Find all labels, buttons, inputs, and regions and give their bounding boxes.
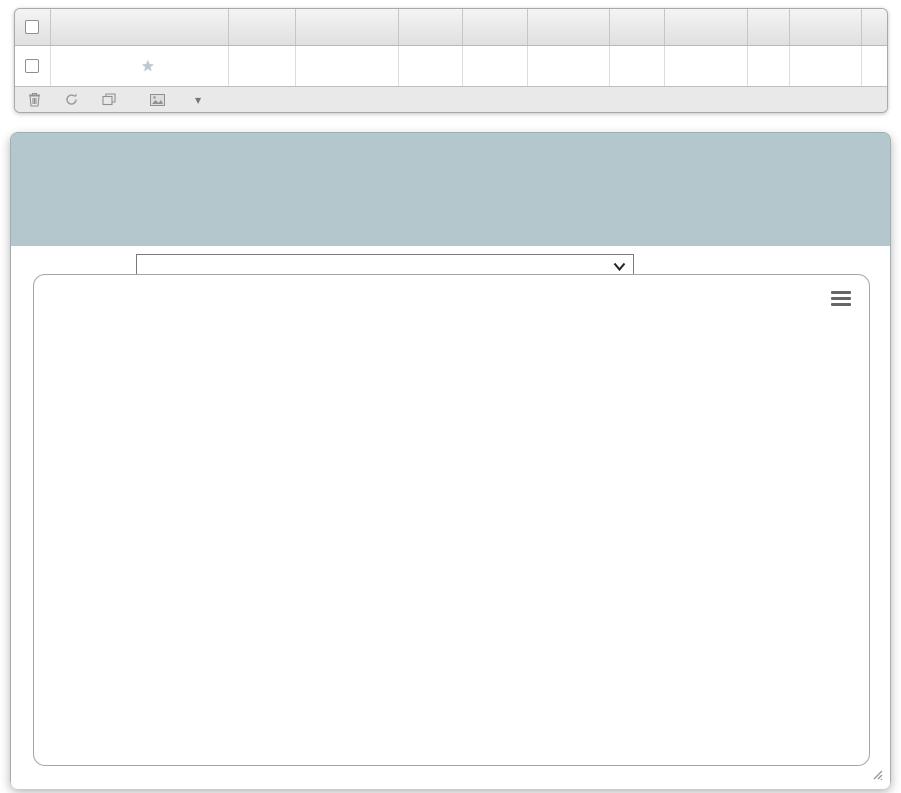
panel-body [11, 246, 890, 789]
chart-legend [34, 721, 869, 732]
profit-history-sparkline[interactable] [297, 47, 396, 85]
panel-header [11, 133, 890, 246]
chart-menu-icon[interactable] [831, 291, 851, 309]
plot-area[interactable] [34, 275, 871, 767]
av-profit-value [463, 46, 529, 86]
player-detail-panel [10, 132, 891, 789]
results-table: ★ ▼ [14, 8, 888, 113]
col-header-form[interactable] [790, 9, 863, 45]
graph-select[interactable] [136, 254, 634, 276]
count-value [399, 46, 464, 86]
legend-item-profit-minus-rake[interactable] [392, 726, 415, 728]
legend-item-significant-wins[interactable] [494, 721, 512, 732]
table-row: ★ [15, 46, 887, 86]
refresh-icon[interactable] [64, 92, 79, 107]
legend-item-profit[interactable] [443, 726, 466, 728]
caret-down-icon: ▼ [195, 96, 202, 105]
level-value [748, 46, 791, 86]
col-header-filter[interactable] [229, 9, 296, 45]
col-header-av-stake[interactable] [528, 9, 611, 45]
col-header-profit[interactable] [665, 9, 749, 45]
col-header-av-roi[interactable] [610, 9, 666, 45]
legend-swatch-line [392, 726, 408, 728]
col-header-level[interactable] [748, 9, 791, 45]
col-header-count[interactable] [399, 9, 464, 45]
av-roi-value [610, 46, 666, 86]
col-header-profit-history[interactable] [296, 9, 399, 45]
visualize-icon[interactable] [150, 93, 165, 106]
chart-card [33, 274, 870, 766]
resize-grip[interactable] [870, 765, 883, 784]
trash-icon[interactable] [28, 92, 41, 107]
favorite-star-icon[interactable]: ★ [141, 56, 155, 75]
table-header-row [15, 9, 887, 46]
legend-swatch-line [443, 726, 459, 728]
row-checkbox[interactable] [25, 59, 40, 73]
player-groups-button[interactable]: ▼ [191, 92, 201, 107]
profit-value [665, 46, 749, 86]
chevron-down-icon [613, 262, 626, 271]
col-header-av-profit[interactable] [463, 9, 529, 45]
av-stake-value [528, 46, 611, 86]
table-toolbar: ▼ [15, 86, 887, 112]
add-statistic-icon[interactable] [102, 93, 116, 106]
select-all-checkbox[interactable] [25, 20, 40, 34]
form-bars [795, 49, 857, 83]
col-header-player[interactable] [51, 9, 229, 45]
legend-swatch-dot [494, 721, 505, 732]
filter-cell[interactable] [229, 46, 296, 86]
